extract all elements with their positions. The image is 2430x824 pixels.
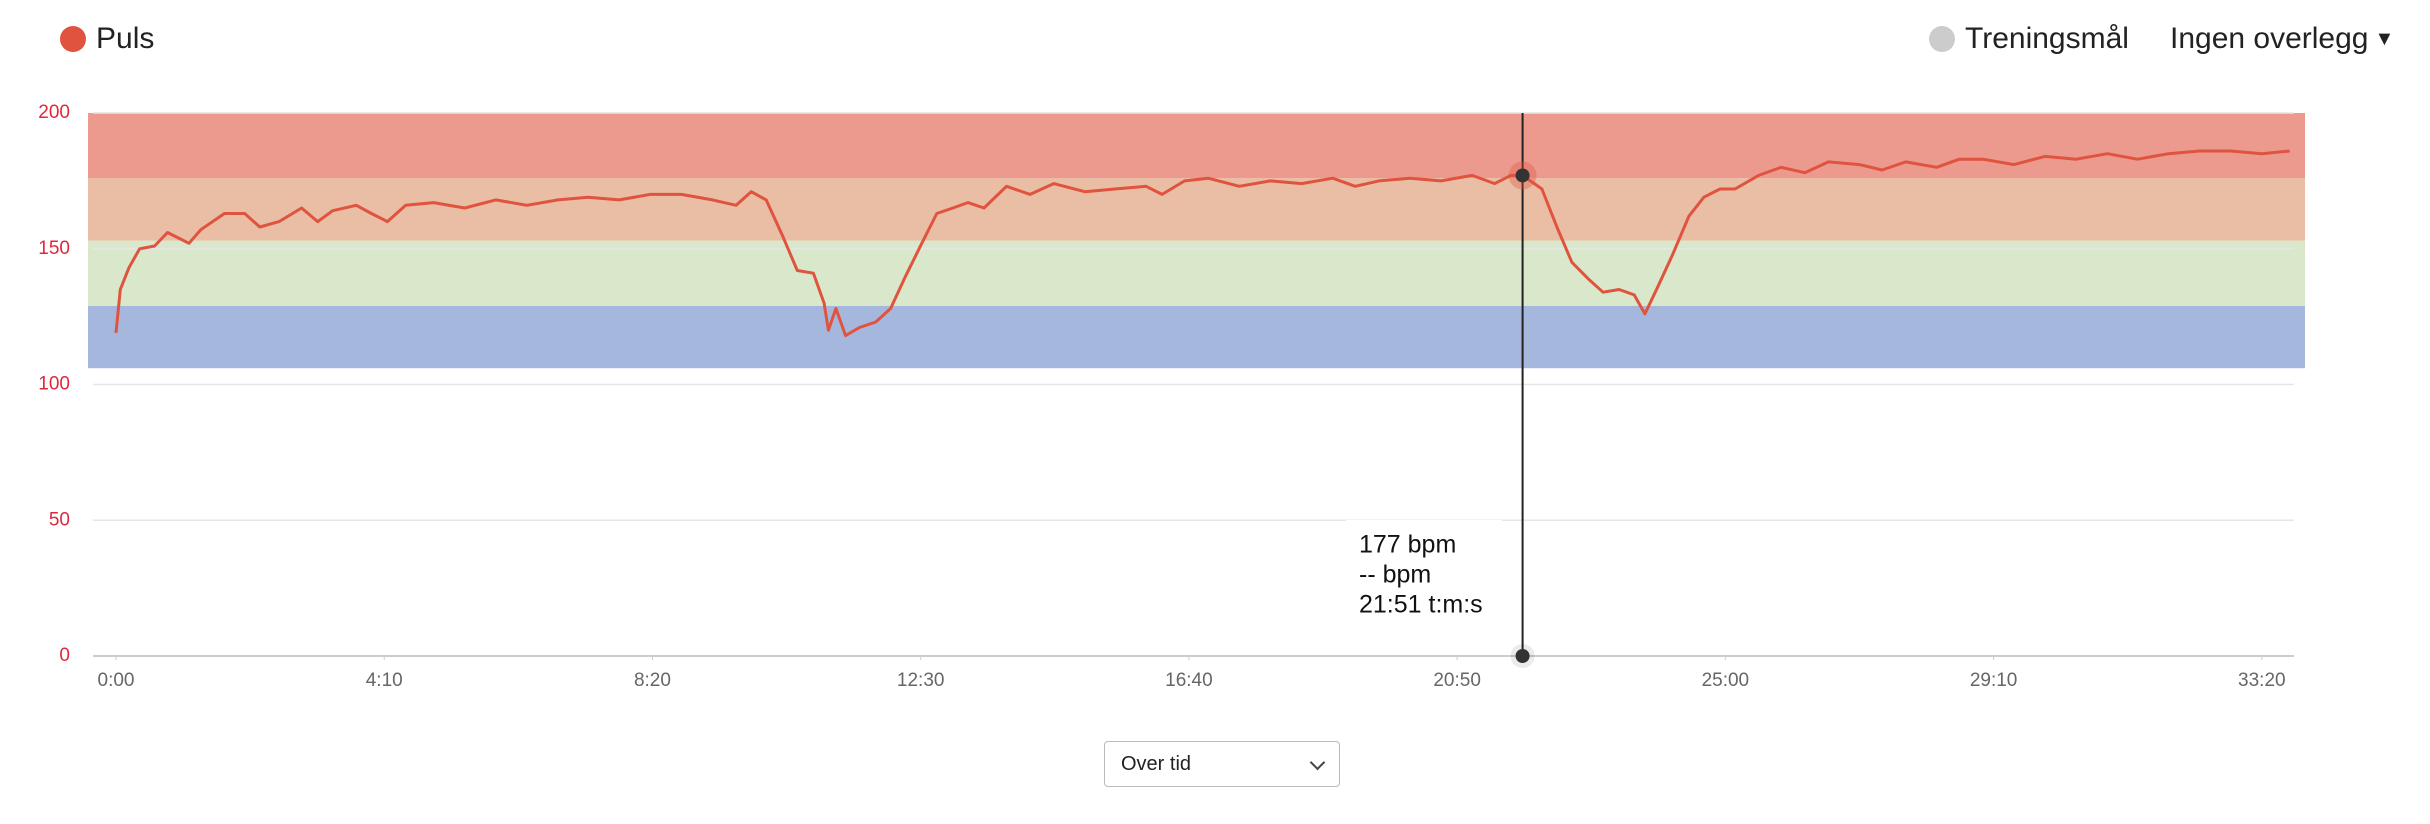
y-tick-label: 50: [49, 509, 70, 530]
legend-swatch: [1929, 26, 1955, 52]
menu-label: Ingen overlegg: [2170, 22, 2369, 55]
y-tick-label: 150: [38, 238, 70, 259]
heart-rate-line: [114, 149, 2290, 338]
x-tick-label: 25:00: [1702, 670, 1750, 691]
y-tick-label: 0: [59, 645, 70, 666]
view-select[interactable]: Over tid: [1104, 741, 1340, 787]
x-tick-label: 33:20: [2238, 670, 2286, 691]
y-tick-label: 200: [38, 102, 70, 123]
select-label: Over tid: [1121, 752, 1192, 775]
zone-band: [88, 113, 2305, 179]
tooltip-box: [1346, 520, 1502, 632]
legend-label: Puls: [96, 22, 155, 55]
x-tick-label: 8:20: [634, 670, 671, 691]
tooltip-line: 177 bpm: [1359, 531, 1456, 559]
x-tick-label: 16:40: [1165, 670, 1213, 691]
chart: 0 50 100 150 200 0:00 4:10 8:20 12:30 16:40 20:50 2…: [38, 102, 2305, 691]
zone-band: [88, 240, 2305, 306]
zone-band: [88, 305, 2305, 369]
y-tick-label: 100: [38, 374, 70, 395]
tooltip-line: 21:51 t:m:s: [1359, 591, 1483, 619]
x-tick-label: 12:30: [897, 670, 945, 691]
overlay-menu[interactable]: Ingen overlegg ▼: [2170, 22, 2394, 56]
cursor-marker: [1515, 168, 1530, 183]
menu-arrow: ▼: [2374, 27, 2395, 50]
legend-swatch: [60, 26, 86, 52]
cursor-base: [1515, 649, 1530, 663]
tooltip-line: -- bpm: [1359, 561, 1431, 589]
zone-band: [88, 178, 2305, 241]
x-tick-label: 20:50: [1433, 670, 1481, 691]
legend-item[interactable]: Puls: [60, 22, 154, 56]
x-tick-label: 0:00: [98, 670, 135, 691]
legend-label: Treningsmål: [1965, 22, 2129, 55]
legend-item[interactable]: Treningsmål: [1929, 22, 2129, 56]
x-tick-label: 29:10: [1970, 670, 2018, 691]
x-tick-label: 4:10: [366, 670, 403, 691]
